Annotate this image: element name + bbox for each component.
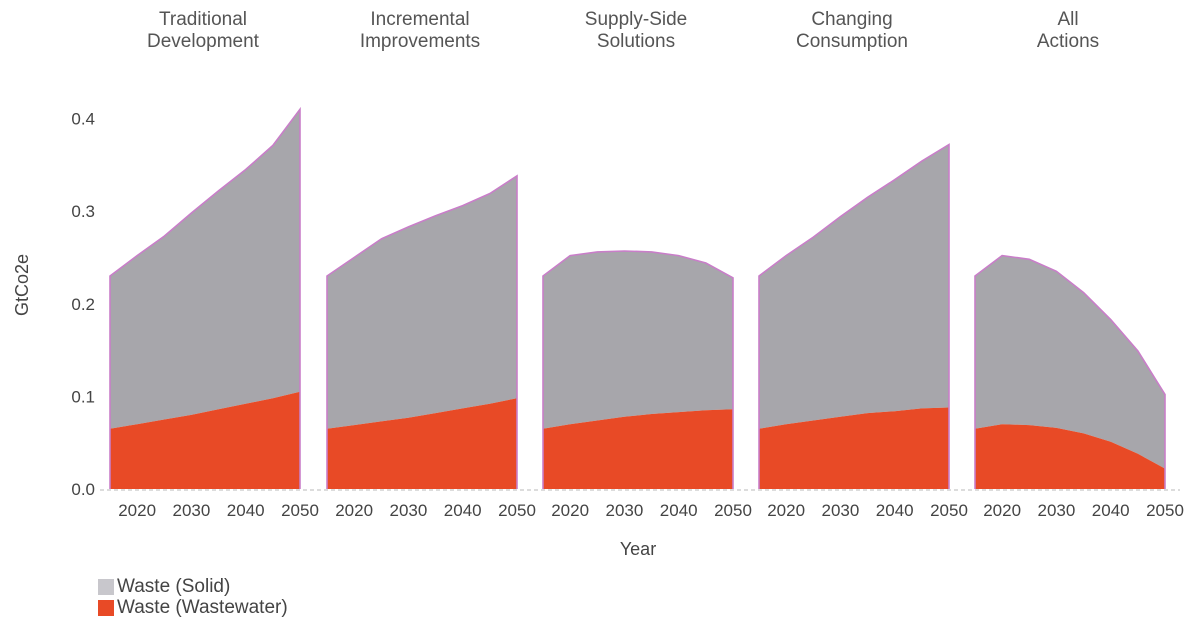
y-axis-title: GtCo2e bbox=[12, 254, 32, 316]
x-tick-label: 2020 bbox=[335, 501, 373, 520]
x-tick-label: 2020 bbox=[118, 501, 156, 520]
y-tick-label: 0.3 bbox=[71, 202, 95, 221]
area-outline bbox=[326, 174, 518, 489]
x-tick-label: 2040 bbox=[227, 501, 265, 520]
panel-title: Actions bbox=[1037, 31, 1099, 52]
area-waste-wastewater bbox=[975, 424, 1165, 489]
legend-label-wastewater: Waste (Wastewater) bbox=[117, 597, 288, 618]
area-waste-solid bbox=[759, 144, 949, 429]
area-waste-wastewater bbox=[327, 398, 517, 489]
y-tick-label: 0.0 bbox=[71, 480, 95, 499]
x-tick-label: 2040 bbox=[660, 501, 698, 520]
area-outline bbox=[109, 106, 301, 489]
legend-label-solid: Waste (Solid) bbox=[117, 576, 231, 597]
x-tick-label: 2050 bbox=[498, 501, 536, 520]
x-tick-label: 2050 bbox=[714, 501, 752, 520]
x-tick-label: 2020 bbox=[767, 501, 805, 520]
x-tick-label: 2030 bbox=[173, 501, 211, 520]
x-tick-label: 2020 bbox=[551, 501, 589, 520]
area-waste-wastewater bbox=[110, 391, 300, 489]
panel-title: Improvements bbox=[360, 31, 480, 52]
area-waste-wastewater bbox=[543, 409, 733, 489]
area-outline bbox=[542, 250, 734, 489]
panel-title: Solutions bbox=[597, 31, 675, 52]
y-axis: 0.0 0.1 0.2 0.3 0.4 bbox=[71, 110, 95, 499]
y-tick-label: 0.1 bbox=[71, 387, 95, 406]
x-tick-label: 2020 bbox=[983, 501, 1021, 520]
area-waste-solid bbox=[110, 109, 300, 429]
x-tick-label: 2050 bbox=[281, 501, 319, 520]
legend-swatch-solid bbox=[98, 578, 114, 595]
legend-item-wastewater: Waste (Wastewater) bbox=[98, 597, 288, 618]
area-waste-solid bbox=[975, 255, 1165, 469]
x-tick-label: 2050 bbox=[930, 501, 968, 520]
x-tick-label: 2040 bbox=[444, 501, 482, 520]
x-axis-title: Year bbox=[620, 539, 656, 559]
panel-title: Development bbox=[147, 31, 260, 52]
x-tick-label: 2030 bbox=[606, 501, 644, 520]
area-waste-solid bbox=[543, 251, 733, 429]
y-tick-label: 0.4 bbox=[71, 110, 95, 129]
panel-title: Consumption bbox=[796, 31, 908, 52]
x-tick-label: 2040 bbox=[1092, 501, 1130, 520]
panel-title: Supply-Side bbox=[585, 9, 687, 30]
panel-title: Incremental bbox=[370, 9, 469, 30]
x-tick-label: 2030 bbox=[390, 501, 428, 520]
legend-swatch-wastewater bbox=[98, 599, 114, 616]
x-tick-label: 2040 bbox=[876, 501, 914, 520]
panel-title: Changing bbox=[811, 9, 892, 30]
area-outline bbox=[758, 143, 950, 489]
legend-item-solid: Waste (Solid) bbox=[98, 576, 288, 597]
panel-title: Traditional bbox=[159, 9, 247, 30]
x-tick-label: 2030 bbox=[1038, 501, 1076, 520]
x-tick-label: 2030 bbox=[822, 501, 860, 520]
legend: Waste (Solid) Waste (Wastewater) bbox=[98, 576, 288, 618]
panel-title: All bbox=[1057, 9, 1078, 30]
x-tick-label: 2050 bbox=[1146, 501, 1184, 520]
area-waste-wastewater bbox=[759, 407, 949, 489]
area-waste-solid bbox=[327, 175, 517, 429]
area-outline bbox=[974, 254, 1166, 489]
y-tick-label: 0.2 bbox=[71, 295, 95, 314]
